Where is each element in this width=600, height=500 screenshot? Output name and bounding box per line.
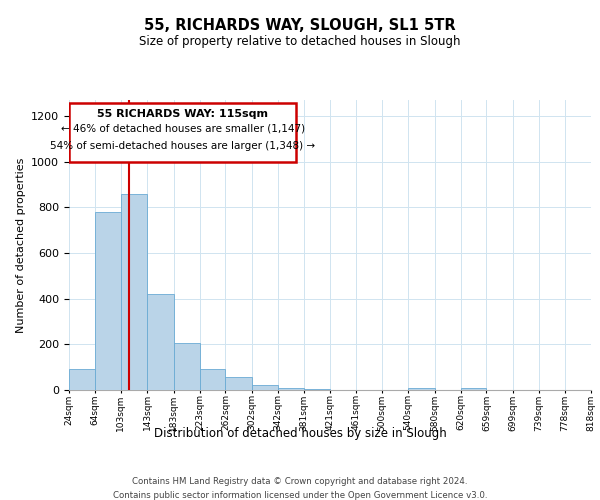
Bar (408, 388, 434, 390)
Bar (591, 388, 600, 390)
Bar (121, 194, 147, 390)
Y-axis label: Number of detached properties: Number of detached properties (16, 158, 26, 332)
Bar (226, 378, 252, 390)
Bar (200, 370, 226, 390)
Text: 54% of semi-detached houses are larger (1,348) →: 54% of semi-detached houses are larger (… (50, 140, 315, 150)
Bar (147, 294, 173, 390)
Text: Distribution of detached houses by size in Slough: Distribution of detached houses by size … (154, 428, 446, 440)
Bar (461, 388, 487, 390)
Bar (69, 370, 95, 390)
Bar (173, 343, 200, 390)
Text: Contains public sector information licensed under the Open Government Licence v3: Contains public sector information licen… (113, 491, 487, 500)
Text: Contains HM Land Registry data © Crown copyright and database right 2024.: Contains HM Land Registry data © Crown c… (132, 478, 468, 486)
Text: Size of property relative to detached houses in Slough: Size of property relative to detached ho… (139, 35, 461, 48)
FancyBboxPatch shape (69, 104, 296, 162)
Text: ← 46% of detached houses are smaller (1,147): ← 46% of detached houses are smaller (1,… (61, 124, 305, 134)
Text: 55 RICHARDS WAY: 115sqm: 55 RICHARDS WAY: 115sqm (97, 108, 268, 118)
Bar (278, 388, 304, 390)
Bar (252, 386, 278, 390)
Bar (95, 212, 121, 390)
Text: 55, RICHARDS WAY, SLOUGH, SL1 5TR: 55, RICHARDS WAY, SLOUGH, SL1 5TR (144, 18, 456, 32)
